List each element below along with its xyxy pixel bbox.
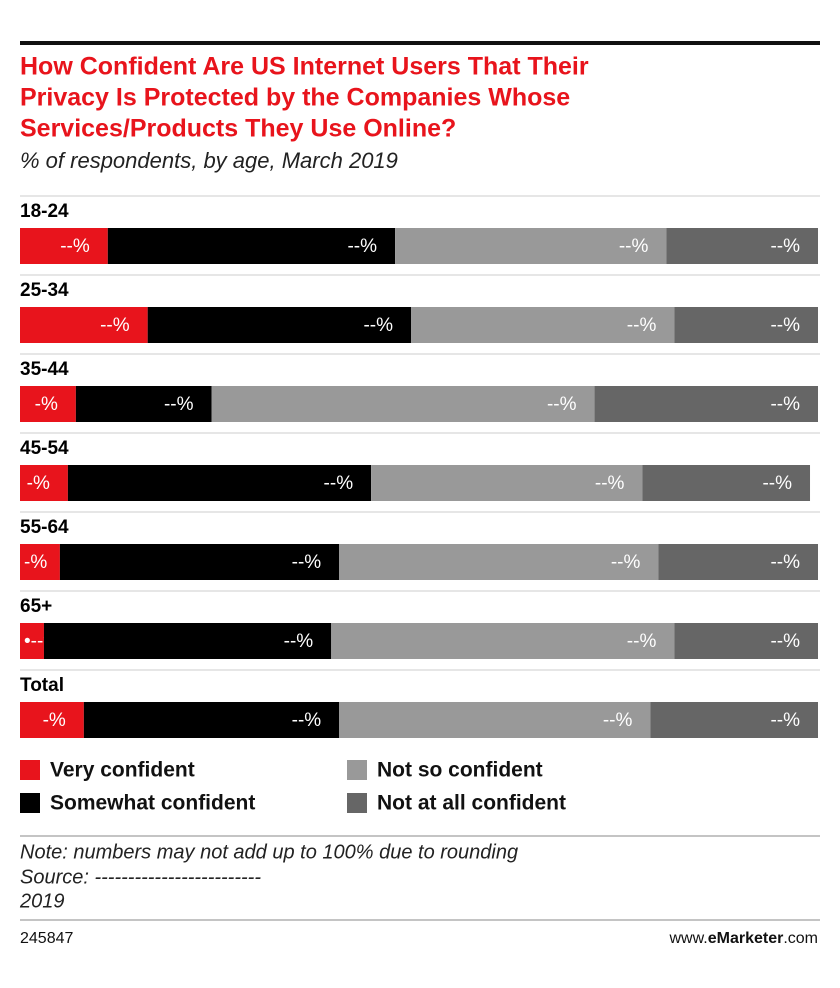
legend-swatch [20,793,40,813]
chart-id: 245847 [20,930,73,947]
source: Source: ------------------------- [20,866,261,888]
category-label: 35-44 [20,359,69,380]
bar-segment [20,702,84,738]
data-label: -% [24,552,47,573]
bar-segment [395,228,667,264]
data-label: --% [60,236,90,257]
legend-label: Not so confident [377,759,543,782]
data-label: --% [770,552,800,573]
bar-segment [20,386,76,422]
legend-swatch [20,760,40,780]
bar-segment [20,544,60,580]
bar-segment [67,465,372,501]
brand-part: eMarketer [708,930,784,947]
category-label: 55-64 [20,517,69,538]
brand-part: www. [668,930,707,947]
legend-swatch [347,760,367,780]
bar-segment [650,702,818,738]
category-label: 45-54 [20,438,69,459]
bar-segment [20,307,148,343]
category-label: 65+ [20,596,52,617]
data-label: --% [324,473,354,494]
data-label: --% [292,710,322,731]
chart-title: Services/Products They Use Online? [20,115,456,143]
bar-segment [43,623,332,659]
bar-segment [411,307,675,343]
bar-segment [339,544,659,580]
bar-segment [339,702,651,738]
bar-segment [666,228,818,264]
data-label: -% [43,710,66,731]
category-label: Total [20,675,64,696]
brand: www.eMarketer.com [668,930,818,947]
data-label: --% [347,236,377,257]
bar-segment [658,544,818,580]
data-label: --% [100,315,130,336]
data-label: --% [595,473,625,494]
data-label: --% [164,394,194,415]
top-rule [20,41,820,45]
note: Note: numbers may not add up to 100% due… [20,841,518,863]
bar-segment [594,386,818,422]
bar-segment [147,307,412,343]
legend-label: Somewhat confident [50,792,255,815]
bar-segment [211,386,595,422]
data-label: --% [762,473,792,494]
bar-segment [59,544,340,580]
bar-segment [83,702,340,738]
bar-segment [331,623,675,659]
bar-segment [674,307,818,343]
bar-segment [107,228,396,264]
data-label: --% [603,710,633,731]
chart-title: How Confident Are US Internet Users That… [20,53,589,81]
bar-segment [20,228,108,264]
data-label: -% [35,394,58,415]
bar-segment [20,623,44,659]
data-label: --% [284,631,314,652]
bar-segment [642,465,811,501]
legend-label: Very confident [50,759,195,782]
brand-part: .com [783,930,818,947]
legend-swatch [347,793,367,813]
bar-segment [371,465,643,501]
data-label: --% [770,710,800,731]
data-label: --% [292,552,322,573]
data-label: --% [627,315,657,336]
bar-segment [20,465,68,501]
category-label: 25-34 [20,280,69,301]
data-label: -% [27,473,50,494]
bar-segment [75,386,212,422]
data-label: --% [627,631,657,652]
legend-label: Not at all confident [377,792,566,815]
category-label: 18-24 [20,201,69,222]
subtitle: % of respondents, by age, March 2019 [20,148,398,173]
data-label: --% [770,631,800,652]
data-label: --% [770,315,800,336]
bar-segment [674,623,818,659]
data-label: --% [611,552,641,573]
data-label: --% [363,315,393,336]
source-year: 2019 [19,890,65,912]
chart-title: Privacy Is Protected by the Companies Wh… [20,84,570,112]
data-label: --% [547,394,577,415]
data-label: --% [770,236,800,257]
data-label: --% [619,236,649,257]
data-label: --% [770,394,800,415]
